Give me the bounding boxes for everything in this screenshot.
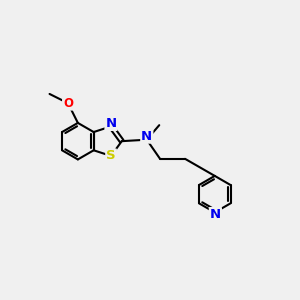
Text: N: N: [106, 117, 117, 130]
Text: O: O: [63, 97, 73, 110]
Text: S: S: [106, 149, 116, 162]
Text: N: N: [210, 208, 221, 221]
Text: N: N: [141, 130, 152, 143]
